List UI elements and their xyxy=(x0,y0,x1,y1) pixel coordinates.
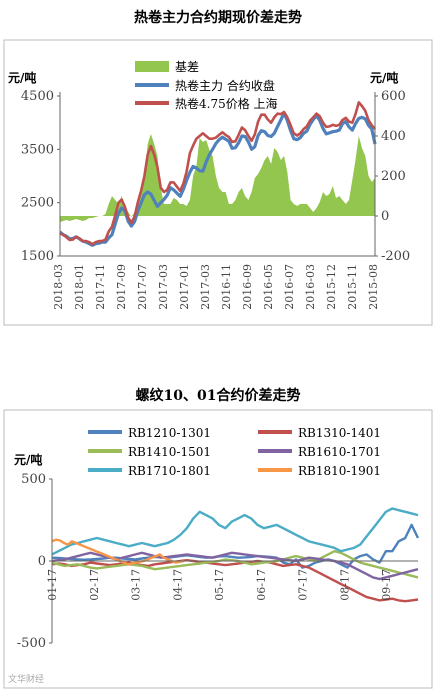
x-tick-label: 05-17 xyxy=(213,569,226,601)
legend-label: RB1710-1801 xyxy=(128,464,211,478)
legend-label: RB1410-1501 xyxy=(128,445,211,459)
spread-chart-panel: 螺纹10、01合约价差走势 元/吨 500 0 -500 01-17 02-17 03-1… xyxy=(0,380,436,691)
spread-line-series xyxy=(51,507,420,603)
watermark: 文华财经 xyxy=(8,673,44,685)
x-tick-label: 09-17 xyxy=(380,569,393,601)
x-tick-label: 2018-03 xyxy=(52,264,65,310)
legend-swatch xyxy=(135,61,169,72)
chart-frame xyxy=(3,39,433,326)
legend-label: 热卷4.75价格 上海 xyxy=(175,96,278,111)
price-line-series xyxy=(58,101,377,247)
right-tick-label: -200 xyxy=(381,249,410,264)
chart-title: 热卷主力合约期现价差走势 xyxy=(134,9,302,26)
x-tick-label: 02-17 xyxy=(88,569,101,601)
series-line-2 xyxy=(59,101,376,246)
x-tick-label: 2016-05 xyxy=(262,264,275,310)
y-tick-label: -500 xyxy=(17,636,46,651)
chart-frame xyxy=(3,409,433,689)
legend-label: RB1610-1701 xyxy=(298,445,381,459)
right-tick-label: 600 xyxy=(381,89,406,104)
legend-label: RB1310-1401 xyxy=(298,426,381,440)
spread-chart: 螺纹10、01合约价差走势 元/吨 500 0 -500 01-17 02-17 03-1… xyxy=(3,387,433,689)
y-tick-label: 500 xyxy=(21,472,46,487)
legend-label: 基差 xyxy=(175,60,199,74)
x-tick-label: 08-17 xyxy=(338,569,351,601)
x-tick-label: 2018-01 xyxy=(73,264,86,310)
x-tick-label: 2015-08 xyxy=(367,264,380,310)
x-tick-label: 2016-07 xyxy=(283,264,296,310)
series-series-area xyxy=(60,134,375,222)
x-tick-label: 2017-09 xyxy=(115,264,128,310)
series-line-1 xyxy=(58,111,377,247)
x-tick-label: 2017-03 xyxy=(157,264,170,310)
x-tick-label: 04-17 xyxy=(171,569,184,601)
x-tick-label: 2016-09 xyxy=(241,264,254,310)
series-line-rb1310-1401 xyxy=(51,558,419,603)
legend-label: RB1810-1901 xyxy=(298,464,381,478)
basis-chart-panel: 热卷主力合约期现价差走势 元/吨 元/吨 4500 3500 2500 1500 600… xyxy=(0,0,436,330)
x-tick-label: 2015-11 xyxy=(346,264,359,310)
right-axis-unit: 元/吨 xyxy=(370,70,398,85)
left-tick-label: 2500 xyxy=(21,196,54,211)
chart-title: 螺纹10、01合约价差走势 xyxy=(136,387,301,404)
x-tick-label: 2017-03 xyxy=(199,264,212,310)
series-line-rb1810-1901 xyxy=(51,538,185,566)
left-axis-unit: 元/吨 xyxy=(8,70,36,85)
y-tick-label: 0 xyxy=(38,554,46,569)
x-tick-label: 03-17 xyxy=(130,569,143,601)
legend: RB1210-1301 RB1310-1401 RB1410-1501 RB1610-… xyxy=(88,426,381,478)
basis-chart: 热卷主力合约期现价差走势 元/吨 元/吨 4500 3500 2500 1500 600… xyxy=(3,9,433,326)
x-tick-label: 06-17 xyxy=(255,569,268,601)
right-tick-label: 0 xyxy=(381,209,389,224)
left-tick-label: 1500 xyxy=(21,249,54,264)
x-tick-label: 01-17 xyxy=(46,569,59,601)
legend-label: 热卷主力 合约收盘 xyxy=(175,78,275,93)
y-axis-unit: 元/吨 xyxy=(14,452,42,467)
x-tick-label: 2017-11 xyxy=(94,264,107,310)
right-tick-label: 400 xyxy=(381,129,406,144)
x-tick-label: 2015-12 xyxy=(325,264,338,310)
x-tick-label: 2016-03 xyxy=(304,264,317,310)
left-tick-label: 4500 xyxy=(21,89,54,104)
basis-area-series xyxy=(60,134,375,222)
series-line-rb1710-1801 xyxy=(51,507,419,556)
x-tick-label: 2016-11 xyxy=(220,264,233,310)
right-tick-label: 200 xyxy=(381,169,406,184)
x-tick-label: 2017-01 xyxy=(178,264,191,310)
left-tick-label: 3500 xyxy=(21,142,54,157)
axes: 500 0 -500 01-17 02-17 03-17 04-17 05-17 06-17 07… xyxy=(17,472,418,651)
x-tick-label: 2017-07 xyxy=(136,264,149,310)
x-tick-label: 07-17 xyxy=(297,569,310,601)
legend-label: RB1210-1301 xyxy=(128,426,211,440)
